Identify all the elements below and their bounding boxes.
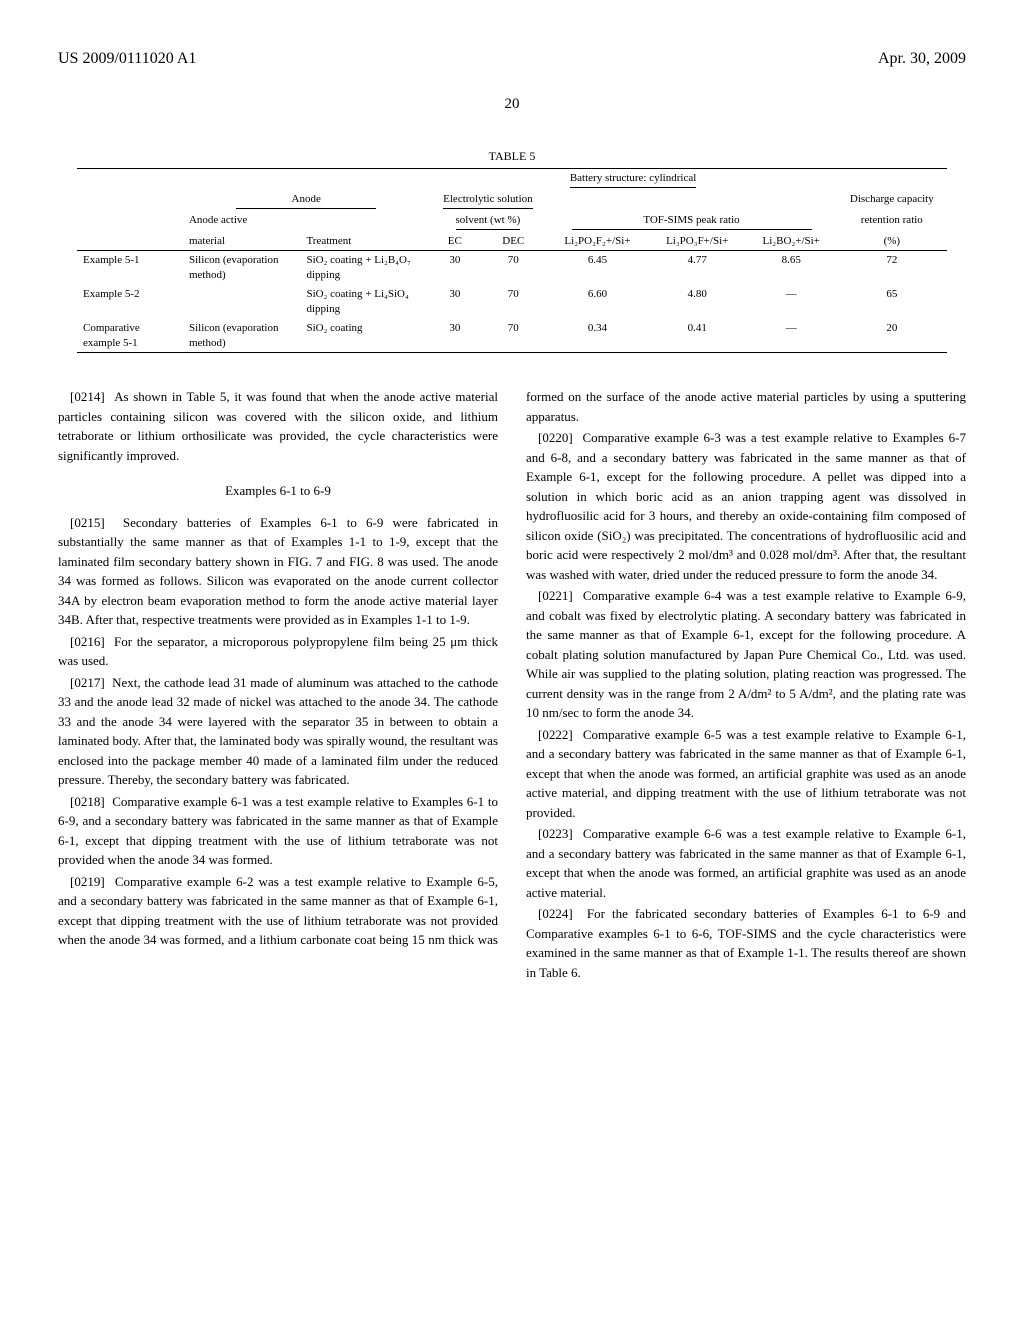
row-treatment: SiO₂ coating + Li₄SiO₄ dipping [300,285,429,319]
para-number: [0221] [538,588,573,603]
col-ec: EC [429,232,480,251]
row-r3: 8.65 [746,251,837,285]
para-text: Secondary batteries of Examples 6-1 to 6… [58,515,498,628]
para-text: Comparative example 6-6 was a test examp… [526,826,966,900]
para-text: As shown in Table 5, it was found that w… [58,389,498,463]
col-treatment: Treatment [300,232,429,251]
table-structure-header: Battery structure: cylindrical [570,171,696,188]
row-r2: 4.77 [649,251,746,285]
page-header: US 2009/0111020 A1 Apr. 30, 2009 [58,48,966,70]
col-group-solvent: solvent (wt %) [456,213,521,230]
row-label: Example 5-1 [77,251,183,285]
para-text: For the separator, a microporous polypro… [58,634,498,669]
row-label: Comparative example 5-1 [77,319,183,353]
row-material: Silicon (evaporation method) [183,251,300,285]
page-number: 20 [58,94,966,114]
paragraph: [0214] As shown in Table 5, it was found… [58,387,498,465]
col-dec: DEC [480,232,546,251]
col-ratio-2: Li₃PO₃F+/Si+ [649,232,746,251]
para-number: [0216] [70,634,105,649]
row-r3: — [746,319,837,353]
table-row: Example 5-2 SiO₂ coating + Li₄SiO₄ dippi… [77,285,947,319]
table-5: Battery structure: cylindrical Anode Ele… [58,168,966,353]
para-text: Comparative example 6-3 was a test examp… [526,430,966,582]
row-dec: 70 [480,251,546,285]
publication-date: Apr. 30, 2009 [878,48,966,70]
col-group-solution: Electrolytic solution [443,192,533,209]
para-number: [0217] [70,675,105,690]
row-material: Silicon (evaporation method) [183,319,300,353]
paragraph: [0224] For the fabricated secondary batt… [526,904,966,982]
paragraph: [0218] Comparative example 6-1 was a tes… [58,792,498,870]
row-dec: 70 [480,319,546,353]
paragraph: [0215] Secondary batteries of Examples 6… [58,513,498,630]
col-material: material [183,232,300,251]
para-number: [0214] [70,389,105,404]
paragraph: [0217] Next, the cathode lead 31 made of… [58,673,498,790]
para-text: Comparative example 6-5 was a test examp… [526,727,966,820]
row-r1: 6.45 [546,251,648,285]
row-treatment: SiO₂ coating + Li₂B₄O₇ dipping [300,251,429,285]
para-number: [0222] [538,727,573,742]
col-ratio-1: Li₂PO₂F₂+/Si+ [546,232,648,251]
row-material [183,285,300,319]
para-number: [0220] [538,430,573,445]
row-pct: 65 [837,285,947,319]
col-ratio-3: Li₂BO₂+/Si+ [746,232,837,251]
col-group-anode: Anode [236,192,376,209]
para-text: Comparative example 6-1 was a test examp… [58,794,498,868]
table-caption: TABLE 5 [58,148,966,164]
para-number: [0215] [70,515,105,530]
para-number: [0223] [538,826,573,841]
row-pct: 20 [837,319,947,353]
row-r2: 0.41 [649,319,746,353]
para-number: [0219] [70,874,105,889]
col-group-retention: retention ratio [837,211,947,232]
para-number: [0224] [538,906,573,921]
paragraph: [0216] For the separator, a microporous … [58,632,498,671]
para-text: Next, the cathode lead 31 made of alumin… [58,675,498,788]
row-label: Example 5-2 [77,285,183,319]
body-text: [0214] As shown in Table 5, it was found… [58,387,966,982]
para-text: For the fabricated secondary batteries o… [526,906,966,980]
row-treatment: SiO₂ coating [300,319,429,353]
row-r1: 6.60 [546,285,648,319]
para-number: [0218] [70,794,105,809]
table-row: Comparative example 5-1 Silicon (evapora… [77,319,947,353]
paragraph: [0221] Comparative example 6-4 was a tes… [526,586,966,723]
row-pct: 72 [837,251,947,285]
row-r2: 4.80 [649,285,746,319]
row-ec: 30 [429,285,480,319]
table-row: Example 5-1 Silicon (evaporation method)… [77,251,947,285]
publication-number: US 2009/0111020 A1 [58,48,196,70]
paragraph: [0222] Comparative example 6-5 was a tes… [526,725,966,823]
row-ec: 30 [429,251,480,285]
row-r1: 0.34 [546,319,648,353]
row-r3: — [746,285,837,319]
row-ec: 30 [429,319,480,353]
row-dec: 70 [480,285,546,319]
col-percent: (%) [837,232,947,251]
col-group-discharge: Discharge capacity [837,190,947,211]
paragraph: [0223] Comparative example 6-6 was a tes… [526,824,966,902]
col-group-active: Anode active [183,211,300,232]
examples-heading: Examples 6-1 to 6-9 [58,481,498,501]
paragraph: [0220] Comparative example 6-3 was a tes… [526,428,966,584]
col-group-tof: TOF-SIMS peak ratio [572,213,812,230]
para-text: Comparative example 6-4 was a test examp… [526,588,966,720]
